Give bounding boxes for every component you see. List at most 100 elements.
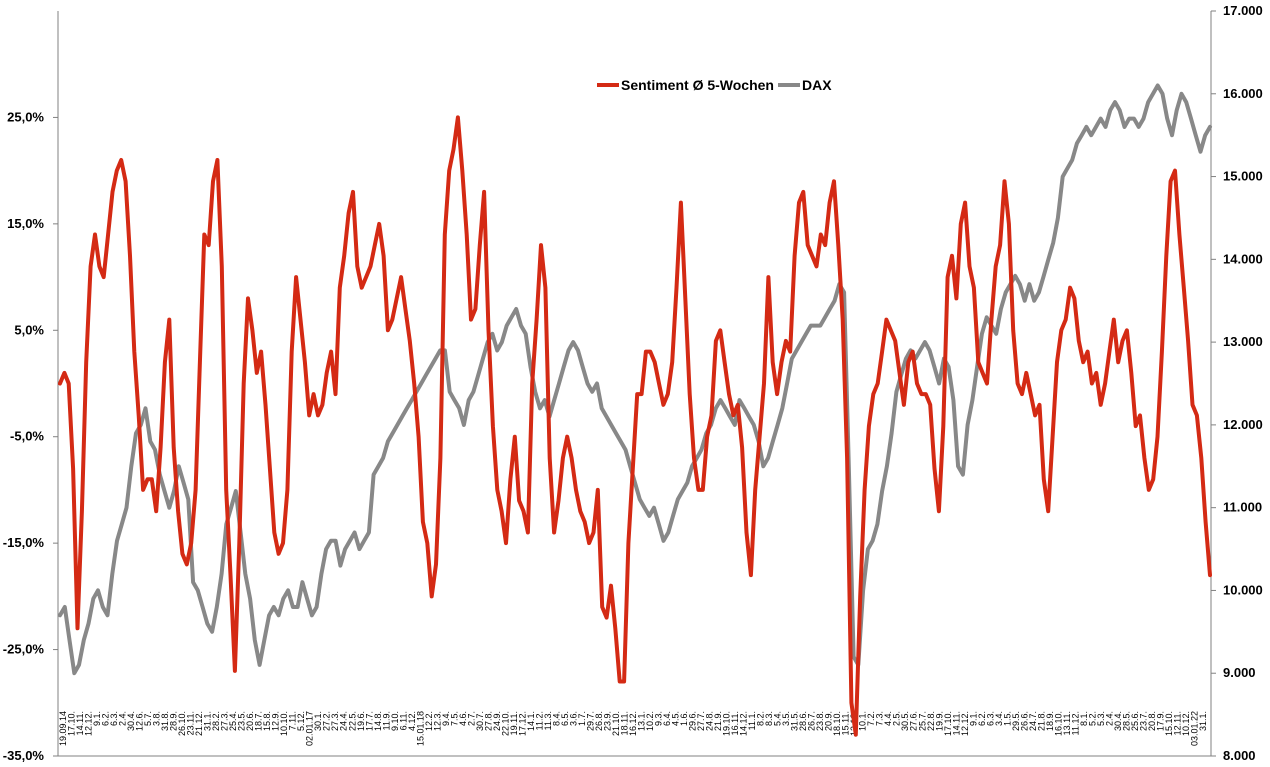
x-tick-label: 03.01.22: [1190, 711, 1200, 746]
x-tick-label: 7.5.: [449, 711, 459, 726]
x-tick-label: 10.1.: [858, 711, 868, 731]
x-tick-label: 30.1.: [313, 711, 323, 731]
left-y-axis-ticks: 25,0% 15,0% 5,0% -5,0% -15,0% -25,0% -35,0%: [3, 109, 58, 763]
x-tick-label: 8.3.: [764, 711, 774, 726]
x-tick-label: 9.1.: [968, 711, 978, 726]
legend-label-sentiment: Sentiment Ø 5-Wochen: [621, 77, 774, 93]
x-tick-label: 11.9.: [381, 711, 391, 730]
x-tick-label: 29.7.: [586, 711, 596, 731]
x-tick-label: 5.4.: [773, 711, 783, 726]
x-tick-label: 14.12.: [739, 711, 749, 736]
x-tick-label: 10.10.: [279, 711, 289, 736]
x-tick-label: 27.6.: [909, 711, 919, 731]
x-tick-label: 5.12.: [296, 711, 306, 731]
x-tick-label: 6.11.: [398, 711, 408, 730]
x-tick-label: 3.6.: [568, 711, 578, 726]
x-tick-label: 29.5.: [1011, 711, 1021, 731]
x-tick-label: 20.9.: [824, 711, 834, 731]
x-tick-label: 10.2.: [645, 711, 655, 731]
x-tick-label: 28.6.: [798, 711, 808, 731]
x-tick-label: 21.10.: [611, 711, 621, 736]
x-tick-label: 12.3.: [432, 711, 442, 731]
x-tick-label: 26.10.: [177, 711, 187, 736]
x-tick-label: 5.7.: [143, 711, 153, 726]
x-tick-label: 9.3.: [654, 711, 664, 726]
axes: [57, 11, 1212, 757]
x-tick-label: 11.2.: [534, 711, 544, 730]
x-tick-label: 15.8.: [262, 711, 272, 731]
x-tick-label: 5.3.: [1096, 711, 1106, 726]
x-tick-label: 14.11.: [951, 711, 961, 735]
x-tick-label: 18.9.: [1045, 711, 1055, 731]
x-tick-label: 19.11.: [509, 711, 519, 735]
x-tick-label: 13.11.: [1062, 711, 1072, 735]
series-line-sentiment: [58, 115, 1212, 737]
x-tick-label: 2.7.: [466, 711, 476, 726]
x-tick-label: 14.1.: [526, 711, 536, 731]
x-tick-label: 22.5.: [347, 711, 357, 731]
x-tick-label: 24.9.: [492, 711, 502, 731]
x-tick-label: 22.10.: [500, 711, 510, 736]
left-tick-label: 5,0%: [14, 322, 44, 337]
x-tick-label: 4.5.: [671, 711, 681, 726]
x-tick-label: 27.7.: [696, 711, 706, 731]
x-tick-label: 16.12.: [628, 711, 638, 736]
x-tick-label: 24.4.: [339, 711, 349, 731]
x-tick-label: 31.5.: [790, 711, 800, 731]
x-tick-label: 9.10.: [390, 711, 400, 731]
x-tick-label: 31.1.: [203, 711, 213, 731]
x-tick-label: 9.1.: [92, 711, 102, 726]
x-tick-label: 8.4.: [551, 711, 561, 726]
x-tick-label: 4.12.: [407, 711, 417, 731]
x-tick-label: 27.3.: [220, 711, 230, 731]
legend-label-dax: DAX: [802, 77, 832, 93]
x-tick-label: 2.4.: [1104, 711, 1114, 726]
x-tick-label: 30.5.: [900, 711, 910, 731]
x-tick-label: 16.10.: [1053, 711, 1063, 736]
x-tick-label: 17.10.: [943, 711, 953, 736]
left-tick-label: -5,0%: [10, 429, 44, 444]
x-tick-label: 31.8.: [160, 711, 170, 731]
x-tick-label: 11.1.: [747, 711, 757, 730]
x-tick-label: 4.4.: [883, 711, 893, 726]
x-tick-label: 12.12.: [84, 711, 94, 736]
x-tick-label: 7.2.: [866, 711, 876, 726]
x-tick-label: 14.8.: [373, 711, 383, 731]
left-tick-label: 15,0%: [7, 216, 44, 231]
x-tick-label: 2.5.: [892, 711, 902, 726]
x-tick-label: 19.09.14: [58, 711, 68, 746]
series-line-dax: [58, 83, 1212, 676]
x-tick-label: 10.12.: [1181, 711, 1191, 736]
x-axis-ticks: 19.09.1417.10.14.11.12.12.9.1.6.2.6.3.2.…: [58, 711, 1208, 746]
x-tick-label: 3.8.: [152, 711, 162, 726]
right-tick-label: 9.000: [1223, 665, 1256, 680]
x-tick-label: 1.7.: [577, 711, 587, 726]
x-tick-label: 23.9.: [603, 711, 613, 731]
x-tick-label: 15.01.18: [415, 711, 425, 746]
x-tick-label: 02.01.17: [305, 711, 315, 746]
x-tick-label: 28.5.: [1121, 711, 1131, 731]
x-tick-label: 30.4.: [126, 711, 136, 731]
x-tick-label: 21.12.: [194, 711, 204, 736]
x-tick-label: 9.4.: [441, 711, 451, 726]
x-tick-label: 6.3.: [985, 711, 995, 726]
right-tick-label: 17.000: [1223, 3, 1263, 18]
x-tick-label: 6.5.: [560, 711, 570, 726]
x-tick-label: 13.1.: [637, 711, 647, 731]
x-tick-label: 1.5.: [1002, 711, 1012, 726]
x-tick-label: 23.8.: [815, 711, 825, 731]
x-tick-label: 26.7.: [807, 711, 817, 731]
x-tick-label: 23.5.: [237, 711, 247, 731]
x-tick-label: 25.6.: [1130, 711, 1140, 731]
x-tick-label: 29.6.: [688, 711, 698, 731]
x-tick-label: 22.8.: [926, 711, 936, 731]
x-tick-label: 25.7.: [917, 711, 927, 731]
x-tick-label: 3.5.: [781, 711, 791, 726]
x-tick-label: 25.4.: [228, 711, 238, 731]
x-tick-label: 27.2.: [322, 711, 332, 731]
x-tick-label: 17.7.: [364, 711, 374, 731]
x-tick-label: 24.8.: [705, 711, 715, 731]
left-tick-label: 25,0%: [7, 109, 44, 124]
right-tick-label: 10.000: [1223, 582, 1263, 597]
